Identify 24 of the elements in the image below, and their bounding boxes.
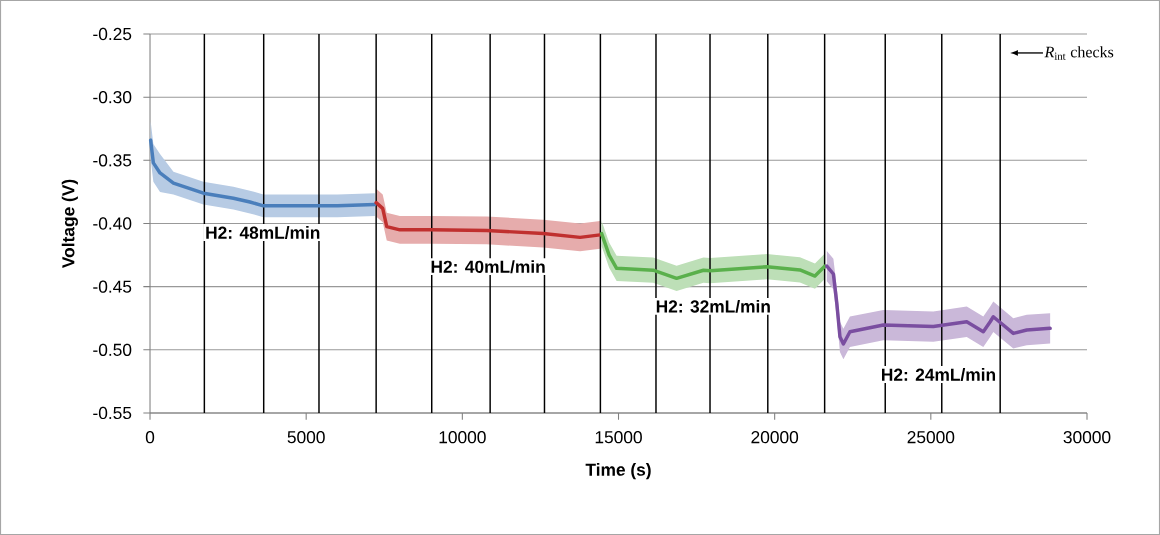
x-tick-label: 5000 (287, 431, 325, 444)
y-tick-label: -0.50 (93, 343, 132, 356)
x-tick-label: 15000 (595, 431, 642, 444)
y-tick-label: -0.25 (93, 27, 132, 41)
y-tick-label: -0.30 (93, 91, 132, 104)
y-tick-label: -0.55 (93, 406, 132, 420)
x-tick-label: 25000 (907, 431, 955, 444)
y-tick-label: -0.35 (93, 154, 132, 167)
annotation: H2: 32mL/min (656, 299, 770, 313)
line-series (825, 264, 1052, 346)
x-axis-title: Time (s) (585, 463, 651, 480)
line-series (374, 200, 602, 240)
annotation: H2: 24mL/min (882, 368, 996, 382)
x-tick-label: 0 (145, 431, 155, 444)
annotation: H2: 40mL/min (431, 260, 545, 274)
x-tick-label: 20000 (751, 431, 799, 444)
x-tick-label: 30000 (1063, 431, 1111, 444)
annotation: H2: 48mL/min (206, 226, 320, 240)
x-tick-label: 10000 (439, 431, 486, 444)
y-axis-title: Voltage (V) (61, 179, 78, 268)
annotation: R$_{int}$ checks (1044, 46, 1114, 60)
line-series (599, 231, 827, 281)
y-tick-label: -0.40 (93, 217, 132, 230)
y-tick-label: -0.45 (93, 280, 132, 293)
